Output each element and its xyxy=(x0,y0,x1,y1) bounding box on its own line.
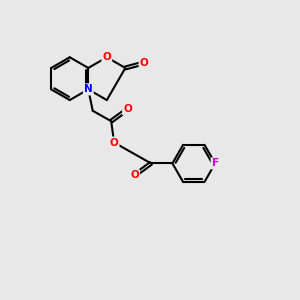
Text: N: N xyxy=(84,84,93,94)
Text: O: O xyxy=(110,138,118,148)
Text: F: F xyxy=(212,158,219,168)
Text: O: O xyxy=(123,104,132,114)
Text: O: O xyxy=(102,52,111,62)
Text: O: O xyxy=(140,58,148,68)
Text: O: O xyxy=(130,170,139,180)
